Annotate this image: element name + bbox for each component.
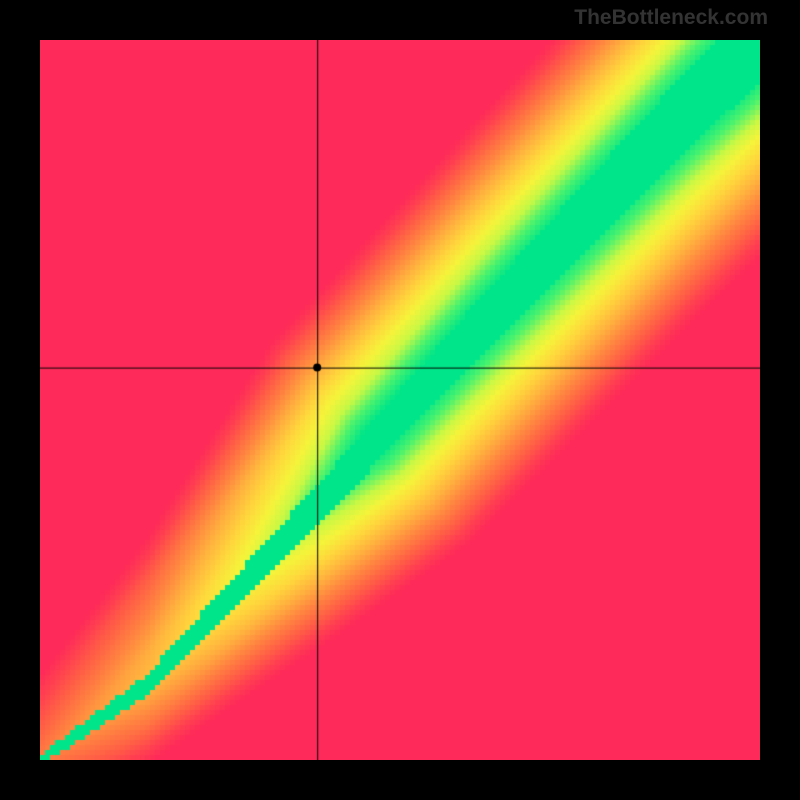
chart-container: TheBottleneck.com <box>0 0 800 800</box>
watermark-text: TheBottleneck.com <box>574 6 768 30</box>
plot-area <box>40 40 760 760</box>
heatmap-canvas <box>40 40 760 760</box>
